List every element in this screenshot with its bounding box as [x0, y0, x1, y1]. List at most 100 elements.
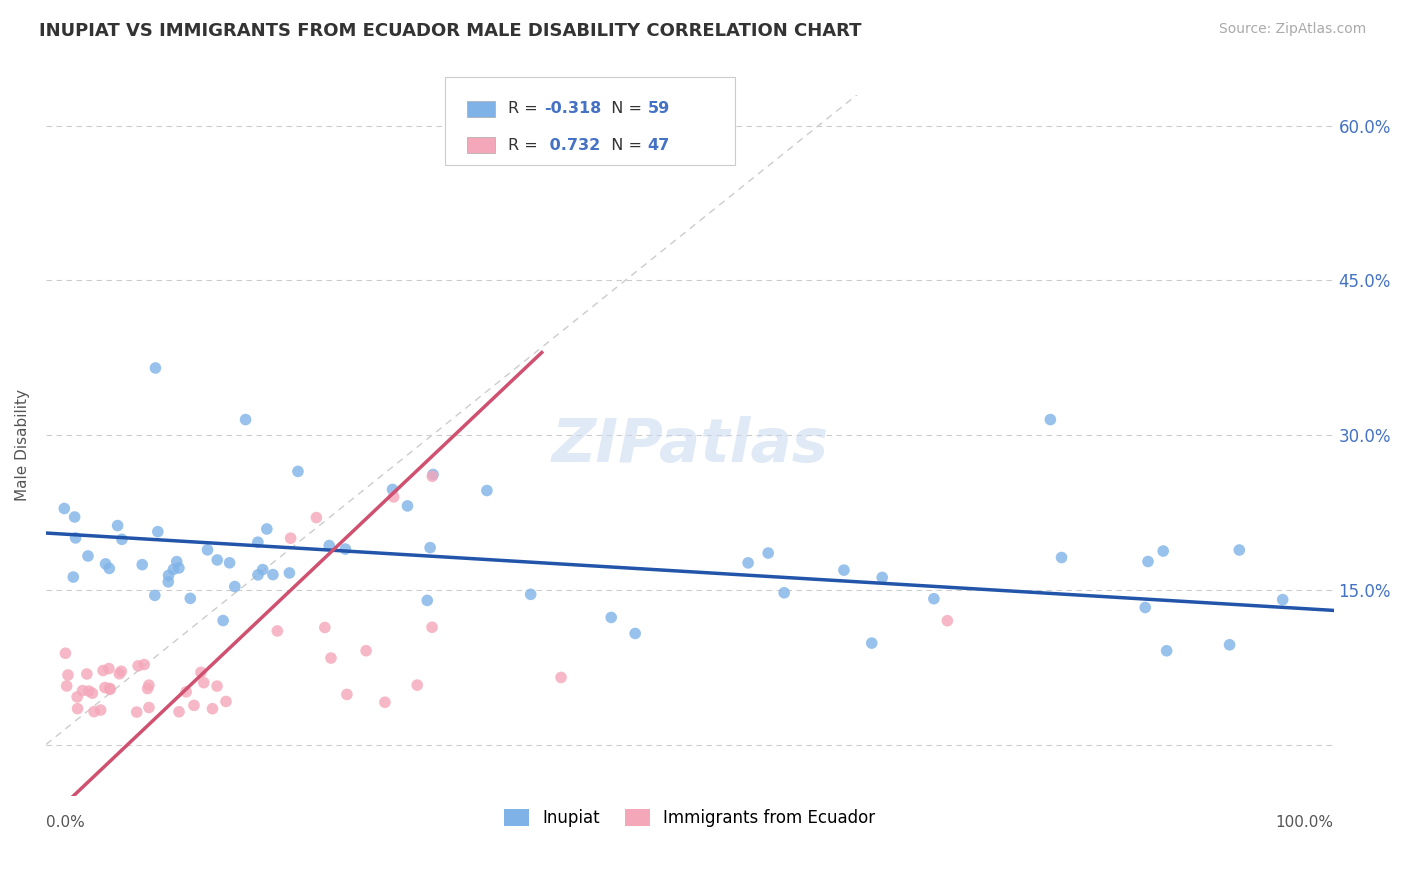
Point — [416, 593, 439, 607]
Point — [1219, 638, 1241, 652]
Point — [166, 555, 188, 569]
Point — [475, 483, 498, 498]
Point — [336, 688, 359, 702]
Point — [55, 646, 77, 660]
Point — [162, 562, 184, 576]
Point — [262, 567, 284, 582]
Point — [737, 556, 759, 570]
Point — [419, 541, 441, 555]
Point — [256, 522, 278, 536]
Point — [420, 469, 443, 483]
Point — [143, 588, 166, 602]
Point — [183, 698, 205, 713]
Point — [83, 705, 105, 719]
Point — [519, 587, 541, 601]
Point — [62, 570, 84, 584]
Point — [1135, 600, 1157, 615]
Text: 47: 47 — [647, 137, 669, 153]
Point — [318, 539, 340, 553]
Text: Source: ZipAtlas.com: Source: ZipAtlas.com — [1219, 22, 1367, 37]
Point — [77, 684, 100, 698]
Text: 59: 59 — [647, 102, 669, 116]
Point — [936, 614, 959, 628]
Point — [76, 667, 98, 681]
Point — [127, 658, 149, 673]
Text: R =: R = — [508, 102, 543, 116]
Point — [314, 620, 336, 634]
Point — [1227, 543, 1250, 558]
Point — [832, 563, 855, 577]
Point — [1050, 550, 1073, 565]
Point — [266, 624, 288, 638]
Point — [179, 591, 201, 606]
Text: -0.318: -0.318 — [544, 102, 602, 116]
Point — [246, 535, 269, 549]
Text: 0.0%: 0.0% — [46, 814, 84, 830]
Point — [252, 563, 274, 577]
Point — [305, 510, 328, 524]
Point — [280, 531, 302, 545]
Point — [174, 685, 197, 699]
Point — [420, 620, 443, 634]
Point — [381, 483, 404, 497]
Point — [94, 681, 117, 695]
Point — [205, 679, 228, 693]
Point — [110, 664, 132, 678]
Point — [107, 518, 129, 533]
Point — [72, 683, 94, 698]
Point — [773, 586, 796, 600]
Point — [287, 464, 309, 478]
Point — [382, 490, 405, 504]
Text: 100.0%: 100.0% — [1275, 814, 1334, 830]
Text: R =: R = — [508, 137, 543, 153]
Point — [212, 614, 235, 628]
Point — [870, 570, 893, 584]
Point — [215, 694, 238, 708]
Point — [235, 412, 257, 426]
Point — [157, 574, 180, 589]
Point — [77, 549, 100, 563]
Point — [138, 678, 160, 692]
Point — [66, 701, 89, 715]
Point — [860, 636, 883, 650]
Point — [98, 561, 121, 575]
Point — [138, 700, 160, 714]
FancyBboxPatch shape — [446, 77, 735, 165]
FancyBboxPatch shape — [467, 101, 495, 117]
Point — [319, 651, 342, 665]
Point — [55, 679, 77, 693]
Point — [56, 668, 79, 682]
Point — [600, 610, 623, 624]
Point — [66, 690, 89, 704]
Point — [550, 670, 572, 684]
Text: N =: N = — [600, 137, 647, 153]
Legend: Inupiat, Immigrants from Ecuador: Inupiat, Immigrants from Ecuador — [498, 802, 882, 833]
Point — [218, 556, 240, 570]
Point — [224, 580, 246, 594]
Point — [1156, 644, 1178, 658]
Point — [65, 531, 87, 545]
Text: INUPIAT VS IMMIGRANTS FROM ECUADOR MALE DISABILITY CORRELATION CHART: INUPIAT VS IMMIGRANTS FROM ECUADOR MALE … — [39, 22, 862, 40]
Point — [246, 567, 269, 582]
Point — [98, 681, 121, 696]
Point — [205, 553, 228, 567]
Point — [63, 510, 86, 524]
Point — [374, 695, 396, 709]
Point — [82, 686, 104, 700]
Point — [406, 678, 429, 692]
Point — [131, 558, 153, 572]
Point — [197, 542, 219, 557]
Point — [136, 681, 159, 696]
Point — [756, 546, 779, 560]
Point — [354, 643, 377, 657]
Point — [193, 675, 215, 690]
Point — [278, 566, 301, 580]
Point — [167, 705, 190, 719]
Point — [1152, 544, 1174, 558]
Text: 0.732: 0.732 — [544, 137, 600, 153]
Point — [335, 542, 357, 557]
Point — [97, 661, 120, 675]
Point — [1137, 555, 1160, 569]
Point — [1039, 412, 1062, 426]
Point — [134, 657, 156, 672]
